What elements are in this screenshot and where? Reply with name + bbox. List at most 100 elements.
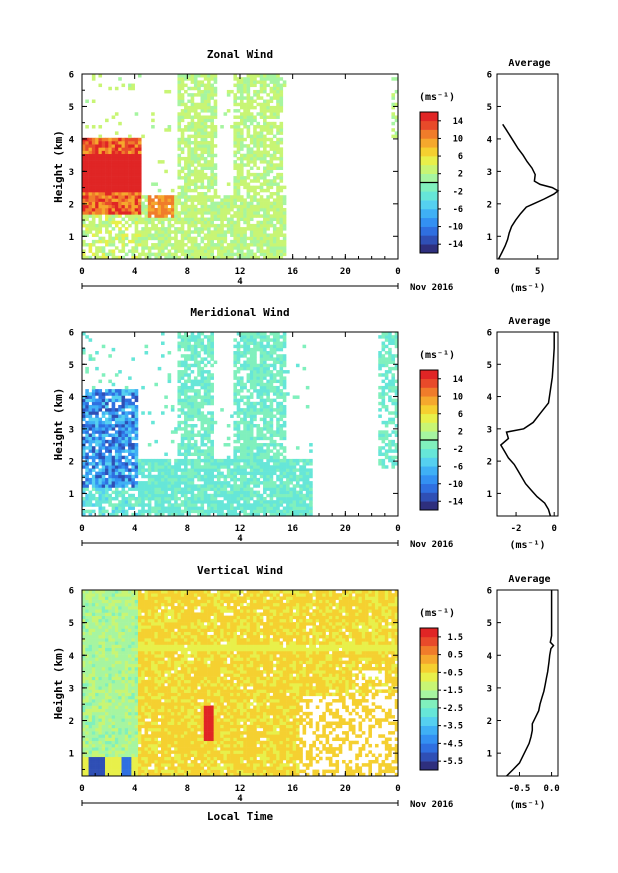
heatmap-cell — [128, 376, 132, 380]
heatmap-cell — [144, 246, 149, 250]
heatmap-cell — [101, 195, 106, 199]
heatmap-cell — [259, 74, 264, 78]
heatmap-cell — [243, 236, 247, 241]
heatmap-cell — [193, 335, 198, 339]
heatmap-cell — [197, 468, 201, 472]
heatmap-cell — [203, 427, 208, 431]
heatmap-cell — [187, 249, 191, 253]
heatmap-cell — [282, 458, 287, 463]
heatmap-cell — [98, 487, 103, 491]
heatmap-cell — [167, 220, 172, 225]
heatmap-cell — [184, 411, 188, 415]
heatmap-cell — [200, 137, 205, 142]
heatmap-cell — [200, 198, 205, 202]
heatmap-cell — [253, 83, 257, 88]
heatmap-cell — [111, 512, 116, 517]
heatmap-cell — [131, 395, 135, 399]
heatmap-cell — [210, 239, 214, 244]
heatmap-cell — [170, 503, 175, 507]
heatmap-cell — [118, 395, 122, 399]
heatmap-cell — [233, 427, 238, 431]
heatmap-cell — [210, 474, 214, 479]
heatmap-cell — [128, 176, 132, 180]
heatmap-cell — [391, 357, 396, 361]
heatmap-cell — [279, 366, 284, 371]
heatmap-cell — [128, 144, 132, 148]
heatmap-cell — [101, 220, 106, 225]
heatmap-cell — [384, 443, 389, 447]
heatmap-cell — [266, 150, 270, 155]
heatmap-cell — [124, 433, 129, 437]
heatmap-cell — [118, 77, 122, 81]
heatmap-cell — [266, 131, 270, 135]
heatmap-cell — [105, 201, 109, 206]
heatmap-cell — [207, 80, 211, 84]
heatmap-cell — [276, 500, 280, 504]
heatmap-cell — [256, 89, 261, 94]
x-tick-label: 12 — [235, 524, 246, 534]
heatmap-cell — [266, 468, 270, 472]
heatmap-cell — [128, 214, 132, 218]
heatmap-cell — [154, 211, 159, 215]
heatmap-cell — [184, 436, 188, 441]
heatmap-cell — [105, 417, 109, 422]
heatmap-cell — [134, 230, 139, 234]
heatmap-cell — [203, 86, 208, 91]
heatmap-cell — [200, 223, 205, 228]
heatmap-cell — [177, 227, 182, 231]
heatmap-cell — [177, 512, 182, 517]
heatmap-cell — [105, 481, 109, 485]
heatmap-cell — [167, 201, 172, 206]
heatmap-cell — [233, 344, 238, 349]
heatmap-cell — [236, 83, 241, 88]
heatmap-cell — [177, 363, 182, 368]
heatmap-cell — [187, 220, 191, 225]
heatmap-cell — [216, 223, 221, 228]
heatmap-cell — [272, 468, 277, 472]
heatmap-cell — [197, 455, 201, 460]
heatmap-cell — [384, 408, 389, 412]
heatmap-cell — [213, 192, 218, 196]
heatmap-cell — [95, 500, 99, 504]
heatmap-cell — [167, 236, 172, 241]
heatmap-cell — [259, 207, 264, 212]
heatmap-cell — [259, 176, 264, 180]
heatmap-cell — [266, 471, 270, 476]
heatmap-cell — [180, 335, 185, 339]
heatmap-cell — [187, 255, 191, 260]
heatmap-cell — [200, 140, 205, 145]
heatmap-cell — [124, 160, 129, 164]
heatmap-cell — [276, 166, 280, 170]
heatmap-cell — [289, 496, 293, 501]
heatmap-cell — [197, 220, 201, 225]
heatmap-cell — [243, 179, 247, 183]
heatmap-cell — [302, 468, 307, 472]
heatmap-cell — [249, 137, 254, 142]
heatmap-cell — [91, 411, 96, 415]
heatmap-cell — [216, 195, 221, 199]
heatmap-cell — [197, 83, 201, 88]
heatmap-cell — [286, 392, 290, 396]
heatmap-cell — [305, 512, 310, 517]
heatmap-cell — [91, 227, 96, 231]
heatmap-cell — [151, 246, 155, 250]
heatmap-cell — [207, 93, 211, 97]
heatmap-cell — [249, 468, 254, 472]
heatmap-cell — [253, 512, 257, 517]
heatmap-cell — [223, 465, 228, 469]
heatmap-cell — [184, 389, 188, 393]
heatmap-cell — [240, 230, 244, 234]
heatmap-cell — [240, 233, 244, 237]
heatmap-cell — [207, 243, 211, 247]
heatmap-cell — [256, 246, 261, 250]
heatmap-cell — [88, 439, 93, 444]
heatmap-cell — [154, 509, 159, 514]
heatmap-cell — [391, 96, 396, 100]
heatmap-cell — [180, 427, 185, 431]
heatmap-cell — [309, 512, 313, 517]
heatmap-cell — [263, 335, 267, 339]
heatmap-cell — [161, 246, 165, 250]
heatmap-cell — [249, 420, 254, 425]
heatmap-cell — [226, 230, 231, 234]
heatmap-cell — [388, 385, 392, 390]
